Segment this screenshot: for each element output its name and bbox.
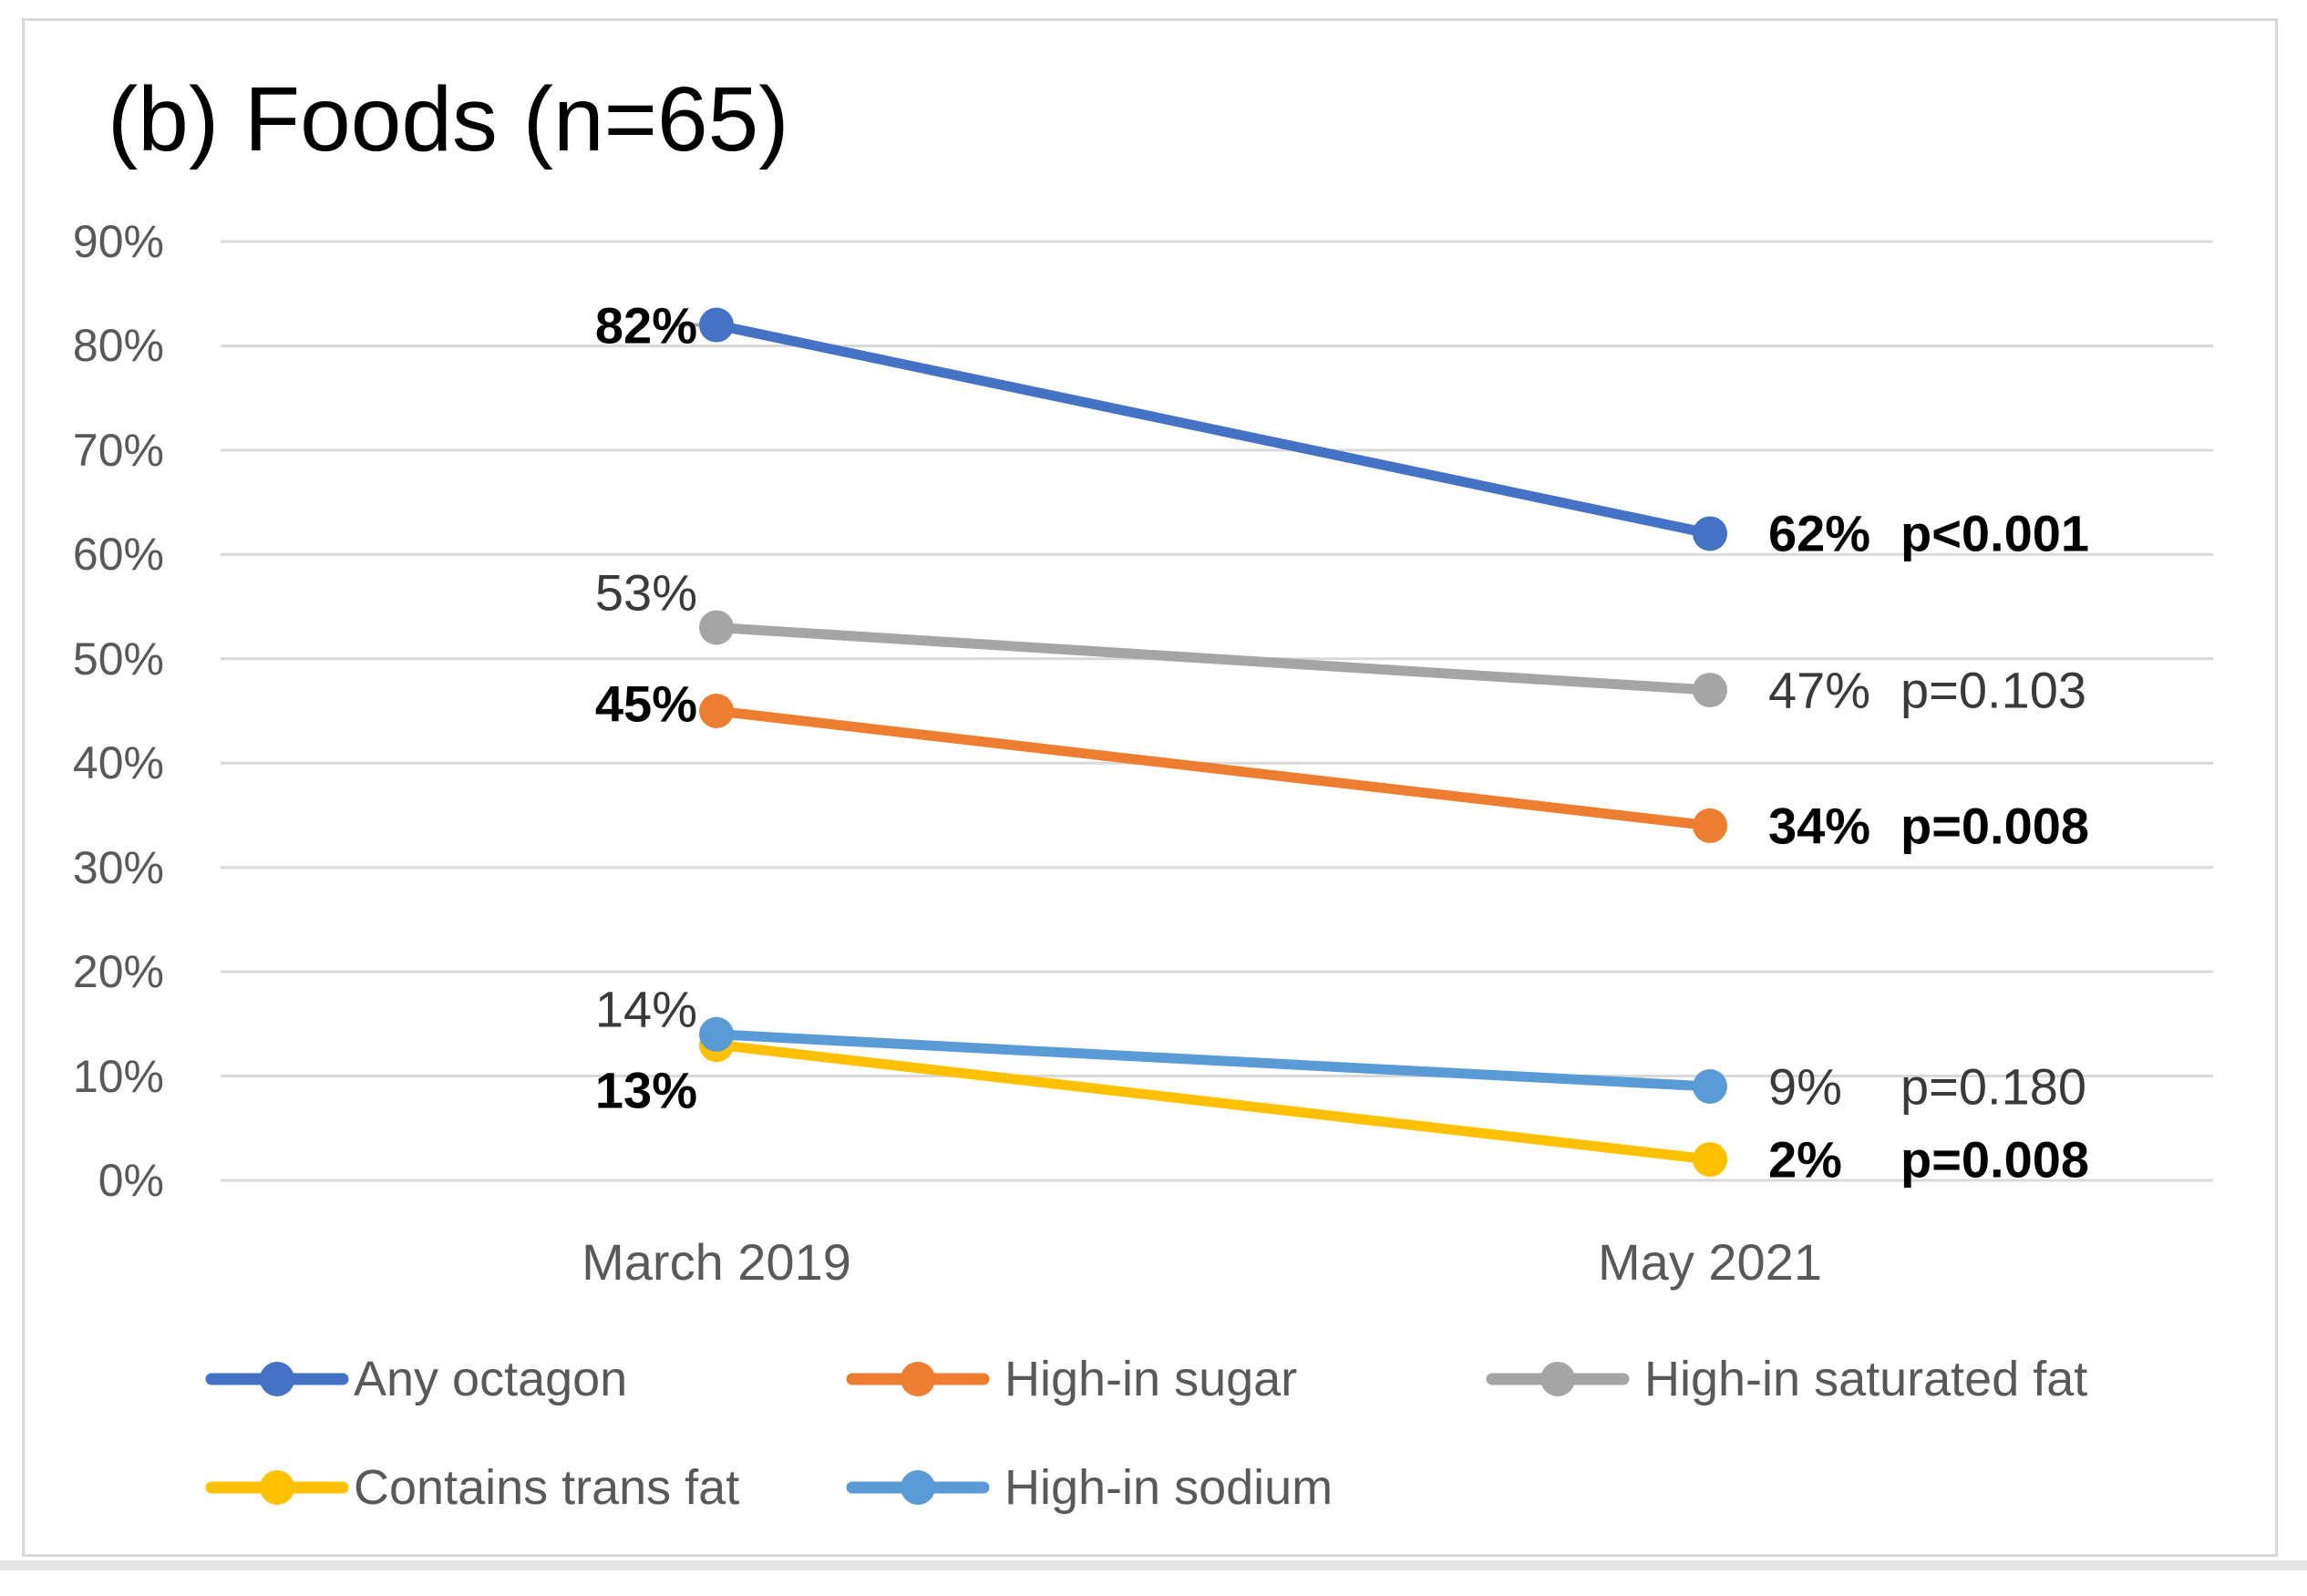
x-tick-label: May 2021 <box>1598 1233 1822 1291</box>
x-tick-label: March 2019 <box>582 1233 851 1291</box>
series-marker-4-1 <box>1693 1069 1727 1104</box>
data-label-right: 62% <box>1768 504 1871 562</box>
series-line-3 <box>711 1039 1715 1165</box>
y-tick-label: 0% <box>98 1155 164 1206</box>
series-marker-1-1 <box>1693 808 1727 843</box>
y-tick-label: 90% <box>72 216 164 267</box>
data-label-left: 45% <box>594 674 697 733</box>
y-tick-label: 60% <box>72 529 164 581</box>
series-marker-1-0 <box>699 694 734 728</box>
series-marker-3-1 <box>1693 1142 1727 1178</box>
series-line-4 <box>711 1029 1715 1092</box>
legend-marker-dot-icon <box>260 1362 294 1396</box>
data-label-left: 13% <box>594 1061 697 1119</box>
series-line-0 <box>711 320 1715 539</box>
data-label-left: 14% <box>594 980 697 1038</box>
y-tick-label: 80% <box>72 320 164 372</box>
series-marker-4-0 <box>699 1016 734 1052</box>
legend-label: High-in sugar <box>1004 1352 1298 1406</box>
chart-border <box>22 18 2278 1557</box>
p-value-label: p=0.008 <box>1900 797 2090 855</box>
legend-label: Contains trans fat <box>354 1460 740 1515</box>
series-marker-2-1 <box>1693 673 1727 708</box>
bottom-edge-shadow <box>0 1560 2307 1570</box>
y-tick-label: 30% <box>72 841 164 893</box>
series-marker-0-1 <box>1693 516 1727 551</box>
p-value-label: p=0.180 <box>1900 1057 2086 1116</box>
legend-marker-dot-icon <box>901 1362 935 1396</box>
data-label-right: 34% <box>1768 797 1871 855</box>
series-line-1 <box>711 705 1715 831</box>
series-marker-0-0 <box>699 307 734 343</box>
legend-marker-dot-icon <box>901 1470 935 1505</box>
y-tick-label: 40% <box>72 737 164 789</box>
y-tick-label: 70% <box>72 424 164 476</box>
data-label-right: 9% <box>1768 1057 1842 1116</box>
legend-marker-dot-icon <box>260 1470 294 1505</box>
data-label-right: 47% <box>1768 661 1871 719</box>
data-label-left: 82% <box>594 296 697 355</box>
y-tick-label: 20% <box>72 946 164 998</box>
series-line-2 <box>711 622 1715 695</box>
data-label-left: 53% <box>594 563 697 622</box>
data-label-right: 2% <box>1768 1130 1842 1189</box>
legend-label: High-in sodium <box>1004 1460 1334 1515</box>
p-value-label: p<0.001 <box>1900 504 2090 562</box>
series-marker-2-0 <box>699 610 734 645</box>
y-tick-label: 10% <box>72 1050 164 1102</box>
p-value-label: p=0.008 <box>1900 1130 2090 1189</box>
p-value-label: p=0.103 <box>1900 661 2086 719</box>
chart-title: (b) Foods (n=65) <box>108 68 789 170</box>
y-tick-label: 50% <box>72 633 164 685</box>
legend-label: High-in saturated fat <box>1644 1352 2088 1406</box>
legend-marker-dot-icon <box>1540 1362 1575 1396</box>
legend-label: Any octagon <box>354 1352 628 1406</box>
